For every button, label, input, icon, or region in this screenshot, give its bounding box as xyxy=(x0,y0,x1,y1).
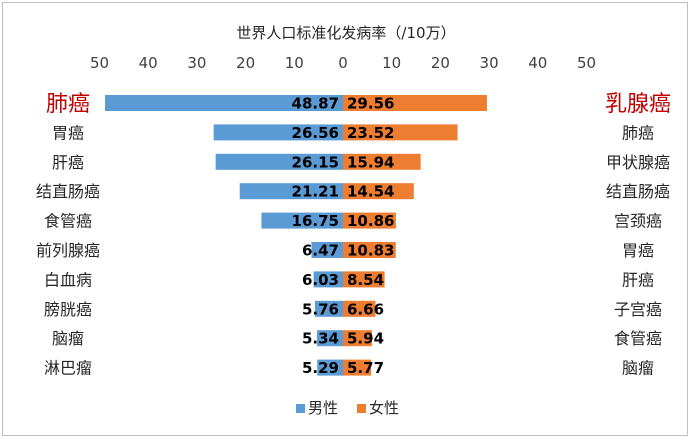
male-category-label: 肺癌 xyxy=(46,92,90,117)
male-value-label: 26.56 xyxy=(292,124,339,142)
female-bar xyxy=(343,271,385,288)
male-value-label: 5.29 xyxy=(302,359,339,377)
female-value-label: 29.56 xyxy=(347,95,394,113)
male-category-label: 膀胱癌 xyxy=(44,300,92,319)
male-category-label: 结直肠癌 xyxy=(36,182,100,201)
female-category-label: 甲状腺癌 xyxy=(606,153,670,172)
female-value-label: 14.54 xyxy=(347,183,394,201)
male-category-label: 前列腺癌 xyxy=(36,241,100,260)
x-tick-label: 0 xyxy=(338,54,348,72)
female-bar xyxy=(343,212,396,229)
female-bar xyxy=(343,359,372,376)
female-category-label: 结直肠癌 xyxy=(606,182,670,201)
male-bar xyxy=(105,95,343,111)
male-value-label: 6.03 xyxy=(302,271,339,289)
male-bar xyxy=(317,359,343,376)
female-value-label: 15.94 xyxy=(347,153,394,171)
male-value-label: 21.21 xyxy=(292,183,339,201)
male-category-label: 脑瘤 xyxy=(52,329,84,348)
male-category-label: 淋巴瘤 xyxy=(44,359,92,378)
x-tick-label: 40 xyxy=(528,54,547,72)
data-labels: 48.87 26.56 26.15 21.21 16.75 6.47 6.03 5.76 5.3… xyxy=(292,95,395,378)
male-value-label: 16.75 xyxy=(292,212,339,230)
male-value-label: 26.15 xyxy=(292,153,339,171)
female-category-label: 子宫癌 xyxy=(614,300,662,319)
male-bar xyxy=(316,330,343,347)
bars xyxy=(105,95,487,376)
x-tick-label: 10 xyxy=(382,54,401,72)
x-tick-label: 20 xyxy=(431,54,450,72)
male-category-label: 肝癌 xyxy=(52,153,84,172)
male-bar xyxy=(261,212,343,229)
x-tick-label: 40 xyxy=(139,54,158,72)
x-axis-ticks: 50 40 30 20 10 0 10 20 30 40 50 xyxy=(90,54,596,72)
male-bar xyxy=(215,153,343,170)
female-value-label: 23.52 xyxy=(347,124,394,142)
female-bar xyxy=(343,124,458,141)
x-tick-label: 50 xyxy=(90,54,109,72)
female-bar xyxy=(343,300,376,317)
male-bar xyxy=(311,242,343,258)
female-value-label: 6.66 xyxy=(347,300,384,318)
male-bar xyxy=(213,124,343,141)
female-category-label: 肝癌 xyxy=(622,270,654,289)
male-category-label: 白血病 xyxy=(44,270,92,289)
x-tick-label: 30 xyxy=(187,54,206,72)
legend-swatch-female xyxy=(357,404,366,413)
male-category-label: 食管癌 xyxy=(44,212,92,231)
female-bar xyxy=(343,95,487,111)
female-bar xyxy=(343,242,396,258)
female-value-label: 5.94 xyxy=(347,330,384,348)
female-value-label: 8.54 xyxy=(347,271,384,289)
male-value-label: 48.87 xyxy=(292,95,339,113)
male-bar xyxy=(239,183,343,200)
female-category-label: 宫颈癌 xyxy=(614,212,662,231)
female-value-label: 10.86 xyxy=(347,212,394,230)
x-tick-label: 30 xyxy=(480,54,499,72)
female-category-label: 脑瘤 xyxy=(622,359,654,378)
male-value-label: 5.34 xyxy=(302,330,339,348)
legend-swatch-male xyxy=(296,404,305,413)
x-tick-label: 10 xyxy=(285,54,304,72)
x-tick-label: 20 xyxy=(236,54,255,72)
legend-label-female: 女性 xyxy=(369,399,399,417)
female-value-label: 5.77 xyxy=(347,359,384,377)
male-value-label: 5.76 xyxy=(302,300,339,318)
female-category-label: 胃癌 xyxy=(622,241,654,260)
female-category-label: 乳腺癌 xyxy=(605,92,671,117)
chart-title: 世界人口标准化发病率（/10万） xyxy=(236,24,455,42)
male-bar xyxy=(313,271,343,288)
female-category-label: 食管癌 xyxy=(614,329,662,348)
male-value-label: 6.47 xyxy=(302,242,339,260)
female-category-label: 肺癌 xyxy=(622,123,654,142)
female-bar xyxy=(343,153,421,170)
female-bar xyxy=(343,330,372,347)
female-bar xyxy=(343,183,414,200)
male-bar xyxy=(314,300,343,317)
x-tick-label: 50 xyxy=(577,54,596,72)
female-value-label: 10.83 xyxy=(347,242,394,260)
legend-label-male: 男性 xyxy=(308,399,338,417)
legend: 男性 女性 xyxy=(296,399,399,417)
male-category-label: 胃癌 xyxy=(52,123,84,142)
